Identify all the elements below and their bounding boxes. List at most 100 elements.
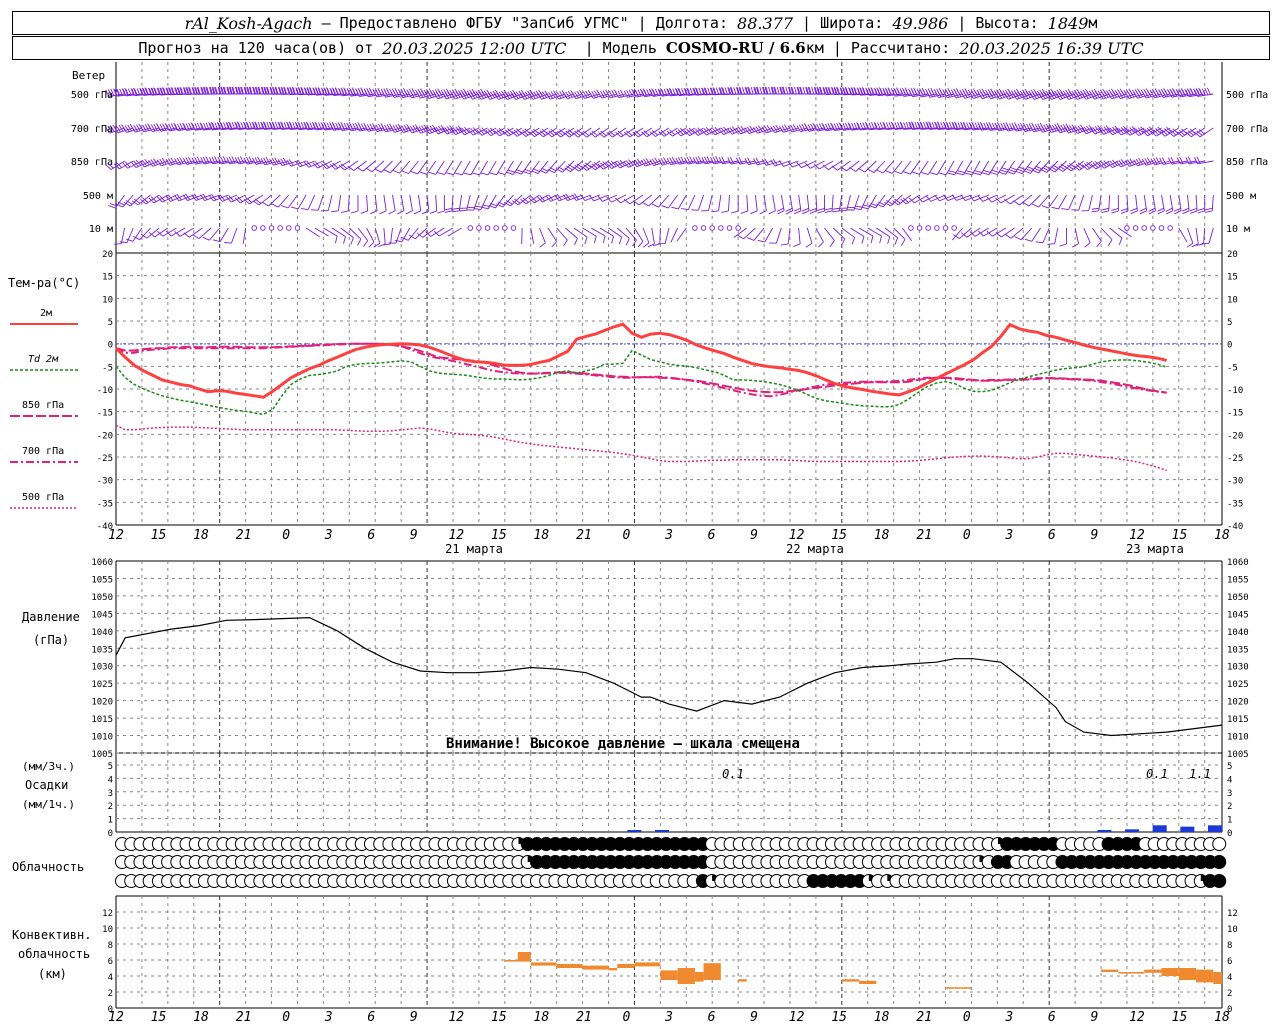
wind-feather bbox=[780, 86, 784, 95]
wind-feather bbox=[714, 126, 721, 133]
wind-feather bbox=[1003, 124, 1008, 132]
calm-circle bbox=[916, 225, 923, 231]
wind-feather bbox=[757, 125, 763, 132]
wind-feather bbox=[201, 87, 205, 95]
wind-feather bbox=[323, 161, 330, 168]
wind-barb bbox=[317, 194, 324, 211]
temp-ytick-left: 15 bbox=[102, 273, 113, 283]
wind-feather bbox=[1033, 88, 1039, 96]
wind-barb bbox=[1121, 127, 1136, 136]
wind-feather bbox=[969, 123, 974, 131]
hour-tick-label: 0 bbox=[963, 528, 971, 543]
wind-feather bbox=[330, 88, 334, 96]
wind-feather bbox=[841, 238, 846, 246]
wind-feather bbox=[114, 89, 118, 97]
wind-feather bbox=[281, 122, 285, 130]
wind-feather bbox=[191, 194, 197, 201]
wind-feather bbox=[1049, 92, 1055, 99]
wind-feather bbox=[1040, 92, 1046, 99]
wind-feather bbox=[1015, 124, 1020, 131]
wind-barb bbox=[508, 127, 523, 137]
wind-feather bbox=[856, 122, 861, 130]
wind-feather bbox=[1072, 127, 1078, 134]
wind-barb bbox=[179, 227, 195, 237]
wind-feather bbox=[332, 88, 337, 96]
wind-feather bbox=[306, 87, 310, 95]
wind-barb bbox=[901, 227, 913, 242]
wind-barb bbox=[447, 227, 462, 237]
wind-barb bbox=[487, 160, 497, 176]
hour-tick-label-bottom: 21 bbox=[916, 1010, 932, 1024]
wind-feather bbox=[161, 87, 166, 95]
wind-feather bbox=[1073, 165, 1080, 171]
wind-feather bbox=[1173, 207, 1181, 212]
wind-feather bbox=[409, 125, 415, 133]
wind-feather bbox=[634, 159, 640, 167]
calm-circle bbox=[951, 225, 957, 231]
wind-feather bbox=[1060, 124, 1066, 132]
wind-feather bbox=[349, 88, 354, 96]
hour-tick-label-bottom: 18 bbox=[534, 1010, 550, 1024]
hour-tick-label-bottom: 12 bbox=[448, 1010, 464, 1024]
wind-barb bbox=[1042, 93, 1058, 100]
wind-feather bbox=[355, 89, 360, 97]
wind-barb bbox=[1195, 227, 1199, 244]
wind-feather bbox=[738, 157, 743, 164]
wind-barb bbox=[542, 194, 557, 203]
wind-barb bbox=[144, 160, 160, 168]
hour-tick-label-bottom: 15 bbox=[831, 1010, 847, 1024]
wind-feather bbox=[675, 157, 680, 165]
wind-barb bbox=[1074, 227, 1079, 244]
conv-bar bbox=[634, 962, 661, 967]
wind-feather bbox=[710, 157, 715, 164]
wind-feather bbox=[833, 87, 837, 95]
wind-feather bbox=[418, 91, 424, 98]
wind-feather bbox=[900, 122, 905, 130]
wind-feather bbox=[280, 158, 286, 166]
wind-feather bbox=[859, 122, 864, 130]
wind-feather bbox=[695, 87, 700, 96]
wind-feather bbox=[960, 122, 965, 131]
wind-feather bbox=[254, 198, 262, 204]
wind-feather bbox=[759, 210, 767, 215]
wind-feather bbox=[246, 122, 250, 130]
wind-feather bbox=[191, 87, 195, 95]
wind-feather bbox=[842, 87, 846, 95]
wind-feather bbox=[960, 194, 966, 201]
pressure-ytick-right: 1040 bbox=[1227, 628, 1249, 638]
wind-barb bbox=[153, 194, 169, 204]
wind-feather bbox=[712, 127, 718, 135]
wind-feather bbox=[1129, 158, 1135, 165]
wind-feather bbox=[1146, 157, 1152, 165]
wind-feather bbox=[1029, 125, 1035, 133]
wind-feather bbox=[1080, 124, 1086, 132]
wind-feather bbox=[464, 126, 470, 133]
wind-feather bbox=[871, 122, 875, 130]
wind-feather bbox=[1097, 125, 1103, 132]
wind-barb bbox=[651, 227, 655, 244]
wind-feather bbox=[1013, 89, 1019, 97]
wind-barb bbox=[162, 227, 177, 237]
wind-feather bbox=[574, 130, 581, 137]
wind-feather bbox=[800, 86, 803, 95]
hour-tick-label: 21 bbox=[916, 528, 932, 543]
temp-series-3 bbox=[115, 342, 1167, 398]
wind-feather bbox=[692, 87, 696, 95]
wind-barb bbox=[480, 93, 497, 100]
wind-feather bbox=[862, 87, 867, 95]
wind-barb bbox=[672, 127, 687, 137]
wind-feather bbox=[381, 90, 386, 98]
wind-feather bbox=[643, 159, 649, 166]
wind-feather bbox=[522, 170, 531, 175]
wind-feather bbox=[1043, 91, 1049, 98]
temp-ytick-right: -30 bbox=[1227, 477, 1243, 487]
wind-feather bbox=[372, 125, 378, 132]
wind-feather bbox=[693, 88, 697, 96]
wind-feather bbox=[600, 162, 606, 169]
precip-ytick-left: 0 bbox=[108, 829, 113, 839]
wind-feather bbox=[1059, 243, 1067, 247]
wind-barb bbox=[282, 160, 298, 167]
wind-feather bbox=[606, 91, 611, 99]
wind-feather bbox=[205, 86, 209, 95]
temp-ytick-left: -15 bbox=[97, 409, 113, 419]
